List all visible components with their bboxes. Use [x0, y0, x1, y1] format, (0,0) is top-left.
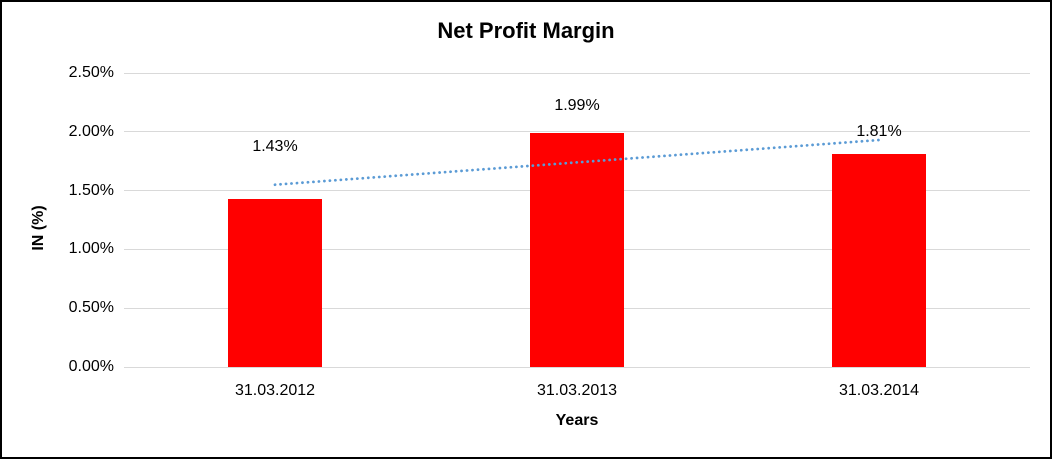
- x-category-label: 31.03.2012: [234, 382, 316, 399]
- x-axis-title: Years: [555, 412, 599, 429]
- y-tick-label: 1.00%: [68, 240, 114, 258]
- bar-31.03.2012: [228, 198, 322, 367]
- gridline: [124, 131, 1030, 133]
- bar-31.03.2013: [530, 132, 624, 367]
- y-tick-label: 0.50%: [68, 299, 114, 317]
- bar-31.03.2014: [832, 154, 926, 367]
- bar-data-label: 1.43%: [252, 137, 298, 155]
- x-category-label: 31.03.2014: [838, 382, 920, 399]
- y-tick-label: 1.50%: [68, 181, 114, 199]
- bar-data-label: 1.99%: [554, 96, 600, 114]
- gridline: [124, 72, 1030, 74]
- chart-title: Net Profit Margin: [437, 18, 615, 43]
- x-category-label: 31.03.2013: [536, 382, 618, 399]
- gridline: [124, 366, 1030, 368]
- y-tick-label: 0.00%: [68, 358, 114, 375]
- y-tick-label: 2.50%: [68, 64, 114, 81]
- y-tick-label: 2.00%: [68, 122, 114, 140]
- bar-data-label: 1.81%: [856, 123, 902, 141]
